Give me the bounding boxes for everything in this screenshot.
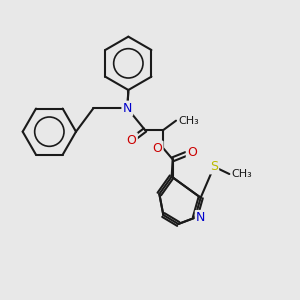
Text: N: N [123, 102, 132, 115]
Text: O: O [187, 146, 197, 160]
Text: CH₃: CH₃ [178, 116, 199, 126]
Text: CH₃: CH₃ [231, 169, 252, 179]
Text: O: O [152, 142, 162, 155]
Text: N: N [196, 211, 206, 224]
Text: S: S [210, 160, 218, 173]
Text: O: O [127, 134, 136, 146]
